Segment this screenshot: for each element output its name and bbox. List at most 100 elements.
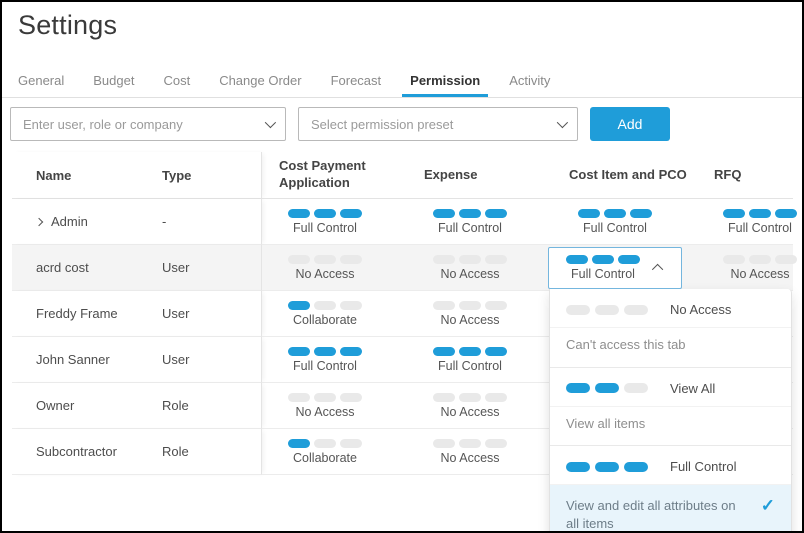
permission-cell[interactable]: Full Control [279, 346, 371, 373]
pill [433, 438, 455, 448]
tab-permission[interactable]: Permission [402, 73, 489, 97]
permission-level-dropdown-trigger[interactable]: Full Control [548, 247, 682, 289]
pill [485, 254, 507, 264]
header-type: Type [162, 167, 192, 183]
pill [485, 208, 507, 218]
row-right: Full Control Full Control Full Control F… [262, 199, 797, 245]
permission-cell[interactable]: No Access [424, 254, 516, 281]
permission-cell[interactable]: Full Control [714, 208, 802, 235]
row-right: Full Control Full Control [262, 337, 793, 383]
permission-preset-select[interactable]: Select permission preset [298, 107, 578, 141]
pill [578, 208, 600, 218]
permission-level-label: No Access [440, 312, 500, 327]
pill [459, 346, 481, 356]
permission-cell[interactable]: No Access [714, 254, 802, 281]
pill [485, 300, 507, 310]
permission-level-label: Full Control [438, 358, 502, 373]
pill [314, 254, 336, 264]
row-type: User [162, 260, 190, 275]
permission-level-label: Full Control [583, 220, 647, 235]
pill [288, 438, 310, 448]
row-left: Owner Role [12, 383, 262, 429]
header-cost-payment-application: Cost Payment Application [279, 158, 366, 190]
pill [288, 254, 310, 264]
dropdown-option-view-all[interactable]: View All View all items [550, 366, 791, 446]
row-name-label: Admin [51, 214, 88, 229]
header-cost-item-and-pco: Cost Item and PCO [569, 166, 687, 182]
row-type: Role [162, 398, 189, 413]
filter-row: Enter user, role or company Select permi… [10, 107, 670, 141]
pill [433, 300, 455, 310]
permission-cell[interactable]: Collaborate [279, 300, 371, 327]
permission-level-pills [424, 254, 516, 264]
permission-cell[interactable]: Full Control [424, 208, 516, 235]
row-type: User [162, 306, 190, 321]
permission-cell[interactable]: Full Control [569, 208, 661, 235]
permission-level-dropdown-menu: No Access Can't access this tab View All… [549, 289, 792, 531]
row-left: John Sanner User [12, 337, 262, 383]
permission-level-label: Collaborate [293, 312, 357, 327]
permission-cell[interactable]: No Access [424, 438, 516, 465]
permission-level-pills [566, 304, 648, 315]
permission-cell[interactable]: No Access [424, 392, 516, 419]
table-header-row: Name Type Cost Payment Application Expen… [12, 152, 793, 199]
tab-change-order[interactable]: Change Order [219, 73, 302, 88]
permission-level-label: Collaborate [293, 450, 357, 465]
row-right: No Access No Access No Access [262, 245, 797, 291]
tab-cost[interactable]: Cost [163, 73, 191, 88]
pill [592, 255, 614, 264]
pill [340, 300, 362, 310]
expand-row-icon[interactable] [34, 217, 44, 226]
permission-level-pills [279, 300, 371, 310]
row-name-label: Freddy Frame [36, 306, 118, 321]
row-name-label: Subcontractor [36, 444, 117, 459]
permission-cell[interactable]: Collaborate [279, 438, 371, 465]
dropdown-option-full-control[interactable]: Full Control View and edit all attribute… [550, 445, 791, 531]
pill [624, 383, 648, 394]
permission-cell[interactable]: No Access [424, 300, 516, 327]
row-name: Subcontractor [12, 444, 162, 459]
row-name: Freddy Frame [12, 306, 162, 321]
permission-cell[interactable]: No Access [279, 392, 371, 419]
permission-level-label: Full Control [293, 220, 357, 235]
pill [566, 255, 588, 264]
table-header-left: Name Type [12, 152, 262, 199]
permission-cell[interactable]: No Access [279, 254, 371, 281]
row-type: User [162, 352, 190, 367]
row-name-label: John Sanner [36, 352, 110, 367]
option-label: No Access [670, 302, 732, 317]
permission-level-pills [279, 208, 371, 218]
add-button[interactable]: Add [590, 107, 670, 141]
permission-cell[interactable]: Full Control [279, 208, 371, 235]
header-rfq: RFQ [714, 166, 742, 182]
dropdown-option-no-access[interactable]: No Access Can't access this tab [550, 289, 791, 367]
row-name: John Sanner [12, 352, 162, 367]
pill [288, 346, 310, 356]
permission-level-pills [714, 254, 802, 264]
permission-level-pills [279, 438, 371, 448]
pill [433, 208, 455, 218]
permission-level-label: Full Control [438, 220, 502, 235]
tab-budget[interactable]: Budget [93, 73, 135, 88]
permission-cell[interactable]: Full Control [424, 346, 516, 373]
pill [340, 254, 362, 264]
user-role-company-select[interactable]: Enter user, role or company [10, 107, 286, 141]
pill [595, 304, 619, 315]
row-right: No Access No Access [262, 383, 793, 429]
row-name-label: Owner [36, 398, 75, 413]
header-name: Name [36, 167, 72, 183]
pill [624, 461, 648, 472]
row-right: Collaborate No Access [262, 291, 793, 337]
row-type: - [162, 214, 167, 229]
pill [566, 461, 590, 472]
pill [288, 392, 310, 402]
selected-option-description: View and edit all attributes on all item… [550, 484, 791, 531]
tab-forecast[interactable]: Forecast [330, 73, 382, 88]
permissions-table: Name Type Cost Payment Application Expen… [12, 152, 797, 475]
tab-activity[interactable]: Activity [509, 73, 551, 88]
table-header-right: Cost Payment Application Expense Cost It… [262, 152, 793, 199]
tab-general[interactable]: General [18, 73, 65, 88]
pill [618, 255, 640, 264]
page-title: Settings [18, 10, 118, 40]
